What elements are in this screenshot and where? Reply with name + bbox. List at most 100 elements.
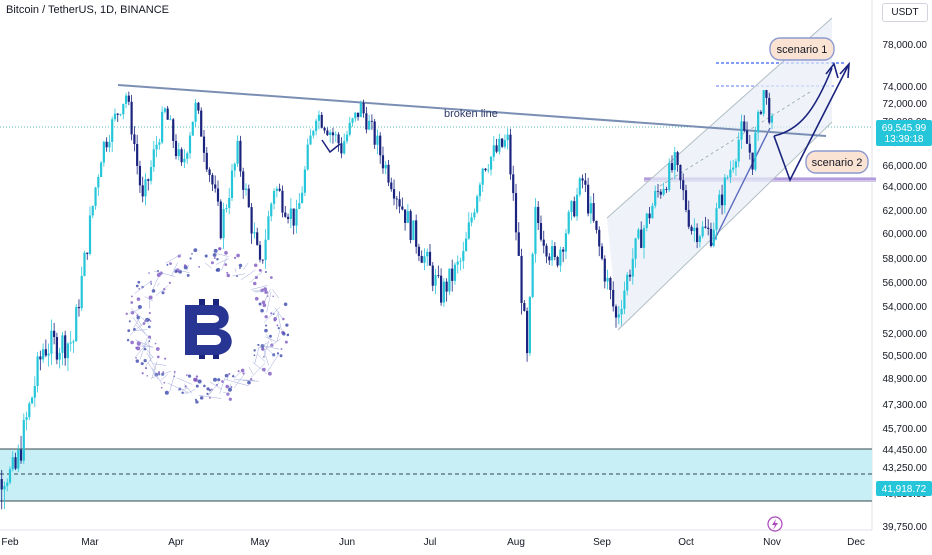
candle-body	[479, 185, 481, 197]
candle-body	[501, 139, 503, 147]
candle-body	[374, 121, 376, 144]
candle-body	[473, 212, 475, 217]
candle-body	[295, 209, 297, 226]
price-tick-label: 64,000.00	[883, 182, 928, 193]
emblem-dot	[126, 313, 128, 315]
candle-body	[23, 420, 25, 461]
candle-body	[523, 303, 525, 311]
channel-fill	[607, 18, 832, 330]
candle-body	[557, 257, 559, 266]
emblem-dot	[257, 344, 259, 346]
candle-body	[172, 119, 174, 141]
candle-body	[763, 90, 765, 114]
support-price-value: 41,918.72	[882, 484, 927, 495]
emblem-dot	[219, 248, 221, 250]
candle-body	[702, 227, 704, 237]
candle-body	[86, 253, 88, 254]
candle-body	[167, 108, 169, 119]
emblem-link	[129, 309, 140, 314]
candle-body	[92, 206, 94, 215]
candle-body	[657, 191, 659, 192]
candle-body	[412, 220, 414, 240]
emblem-dot	[241, 369, 245, 373]
candle-body	[368, 121, 370, 130]
candle-body	[462, 251, 464, 261]
candle-body	[50, 331, 52, 354]
emblem-dot	[217, 378, 220, 381]
candle-body	[237, 141, 239, 164]
candle-body	[568, 212, 570, 233]
candle-body	[629, 275, 631, 277]
candle-body	[429, 252, 431, 266]
candle-body	[164, 108, 166, 111]
candle-body	[604, 259, 606, 282]
candle-body	[97, 177, 99, 188]
candle-body	[161, 112, 163, 142]
candle-body	[203, 137, 205, 153]
candle-body	[186, 153, 188, 159]
emblem-dot	[254, 263, 258, 267]
emblem-dot	[135, 357, 137, 359]
candle-body	[326, 131, 328, 136]
candle-body	[685, 190, 687, 210]
scenario-2-label: scenario 2	[812, 157, 863, 169]
emblem-link	[152, 368, 162, 385]
emblem-dot	[146, 375, 148, 377]
candle-body	[626, 275, 628, 291]
emblem-dot	[148, 326, 151, 329]
emblem-dot	[141, 362, 144, 365]
candle-body	[484, 169, 486, 170]
time-tick-label: Oct	[678, 537, 694, 548]
emblem-link	[249, 367, 253, 374]
candle-body	[471, 217, 473, 222]
candle-body	[108, 142, 110, 147]
candle-body	[540, 223, 542, 240]
candle-body	[20, 450, 22, 461]
candle-body	[231, 171, 233, 198]
emblem-dot	[164, 358, 166, 360]
emblem-link	[148, 362, 158, 379]
scenario-2-arrowhead	[840, 64, 849, 78]
emblem-dot	[234, 257, 236, 259]
candle-body	[649, 214, 651, 219]
emblem-dot	[157, 270, 159, 272]
emblem-dot	[137, 297, 141, 301]
candle-body	[100, 163, 102, 177]
candle-body	[78, 307, 80, 308]
candle-body	[354, 113, 356, 119]
emblem-dot	[191, 253, 193, 255]
emblem-dot	[149, 312, 151, 314]
candle-body	[498, 139, 500, 152]
candle-body	[729, 170, 731, 178]
emblem-dot	[157, 356, 160, 359]
emblem-dot	[259, 269, 261, 271]
emblem-link	[186, 389, 195, 394]
candle-body	[200, 111, 202, 137]
emblem-dot	[187, 274, 190, 277]
time-tick-label: Feb	[1, 537, 19, 548]
candle-body	[651, 206, 653, 218]
price-tick-label: 52,000.00	[883, 329, 928, 340]
currency-button[interactable]: USDT	[882, 3, 928, 22]
candle-body	[48, 354, 50, 356]
emblem-dot	[264, 329, 268, 333]
candle-body	[3, 486, 5, 489]
candle-body	[490, 157, 492, 170]
candle-body	[281, 191, 283, 213]
candle-body	[343, 141, 345, 153]
time-tick-label: Aug	[507, 537, 525, 548]
price-tick-label: 74,000.00	[883, 82, 928, 93]
emblem-dot	[189, 257, 191, 259]
price-tick-label: 43,250.00	[883, 463, 928, 474]
candle-body	[349, 123, 351, 135]
candle-body	[509, 135, 511, 175]
emblem-link	[153, 277, 158, 289]
emblem-link	[130, 317, 150, 335]
price-tick-label: 48,900.00	[883, 374, 928, 385]
pullback-arrow	[322, 140, 340, 152]
emblem-dot	[188, 374, 191, 377]
candle-body	[743, 121, 745, 130]
candle-body	[6, 483, 8, 486]
